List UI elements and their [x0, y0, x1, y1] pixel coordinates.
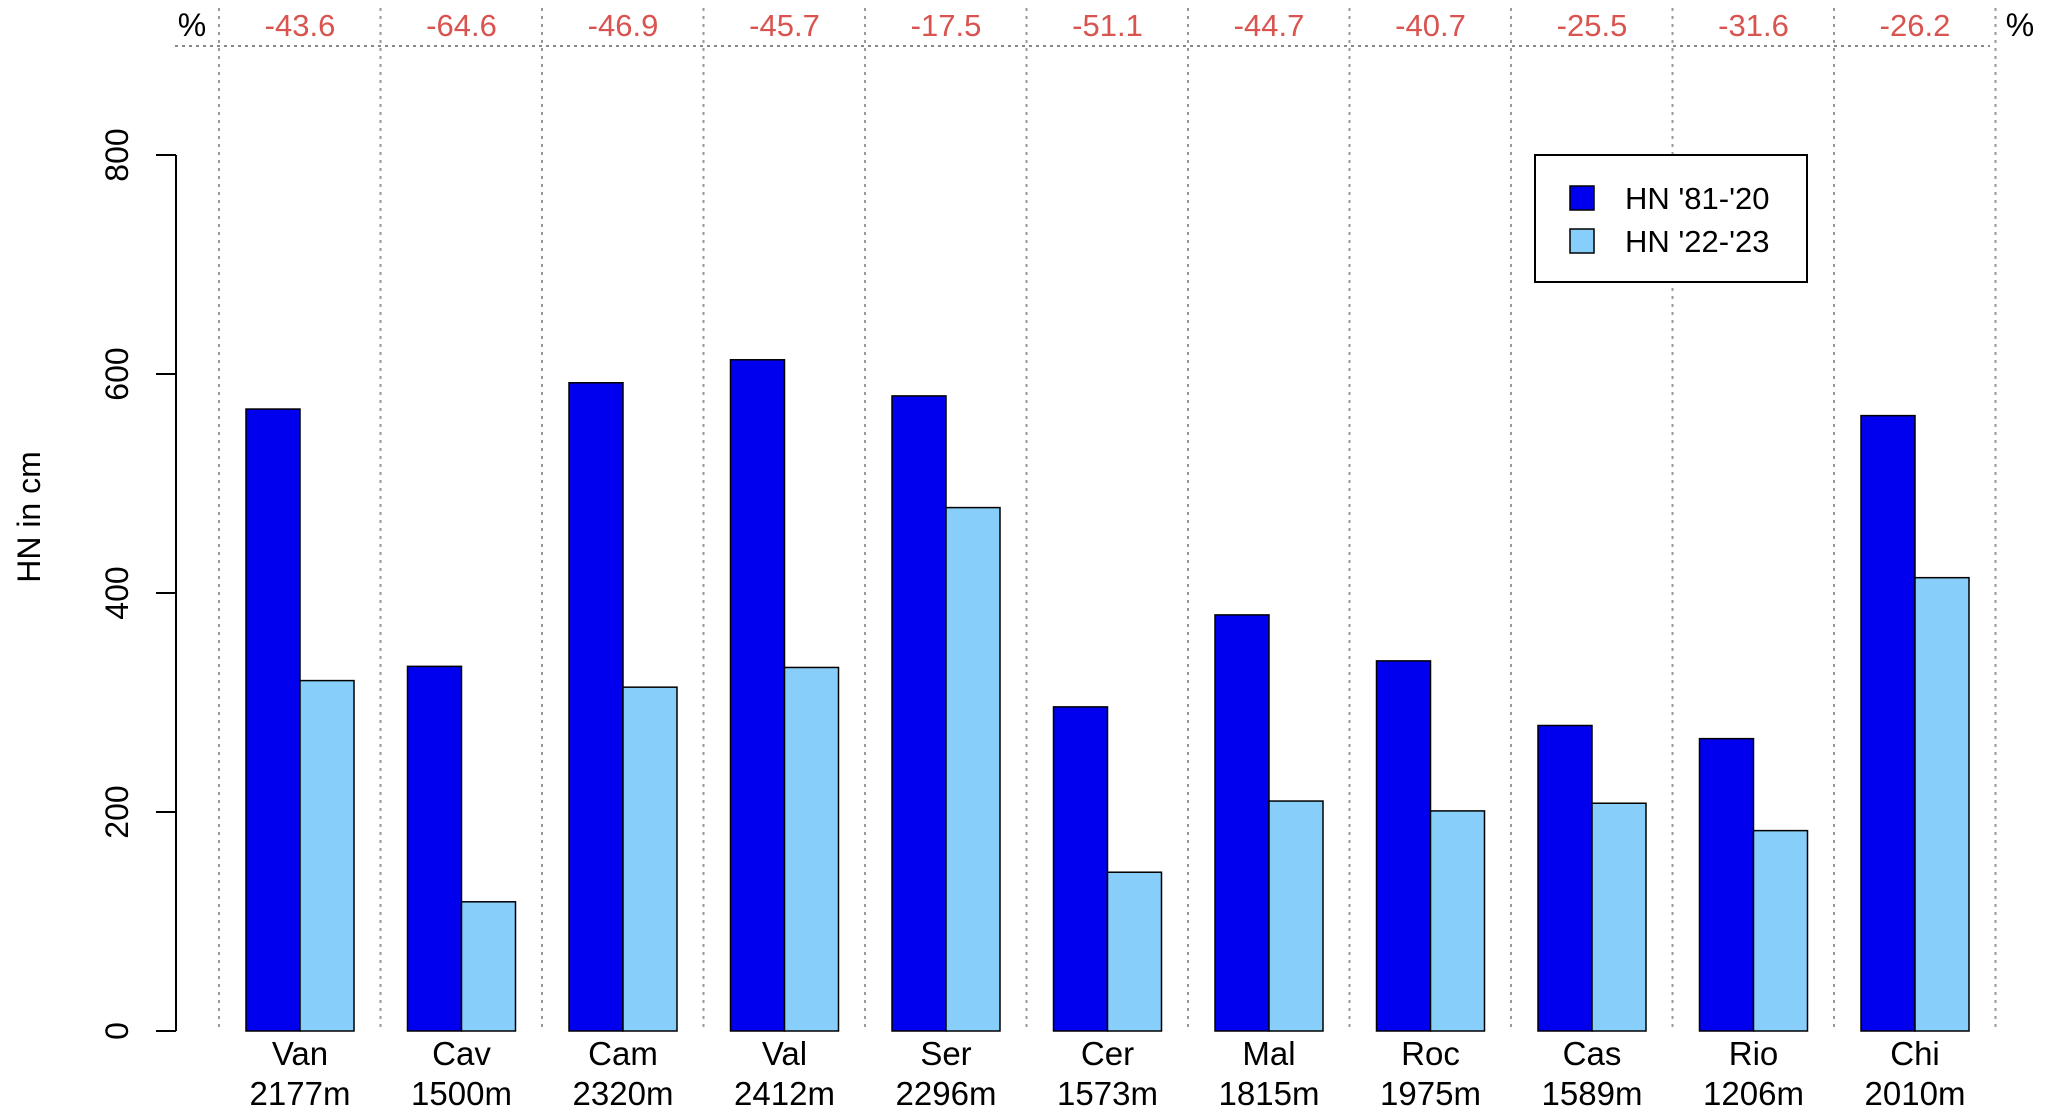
- bar-series-1: [891, 395, 947, 1032]
- bar-series-1: [729, 359, 786, 1032]
- x-elevation-label: 2010m: [1865, 1075, 1966, 1111]
- bar-series-2: [783, 666, 840, 1032]
- x-tick-label: Chi: [1890, 1035, 1940, 1072]
- x-elevation-label: 1573m: [1057, 1075, 1158, 1111]
- x-elevation-label: 2412m: [734, 1075, 835, 1111]
- bar-series-2: [299, 679, 355, 1032]
- x-elevation-label: 1589m: [1542, 1075, 1643, 1111]
- percent-change-label: -64.6: [426, 8, 497, 43]
- bar-series-2: [1106, 871, 1163, 1032]
- x-tick-label: Rio: [1729, 1035, 1779, 1072]
- bars: [245, 359, 1970, 1032]
- legend-swatch-1: [1569, 185, 1595, 211]
- bar-series-1: [1698, 737, 1755, 1032]
- bar-series-1: [245, 408, 301, 1032]
- legend-label-1: HN '81-'20: [1625, 181, 1770, 216]
- percent-change-label: -31.6: [1718, 8, 1789, 43]
- percent-label-left: %: [178, 7, 206, 43]
- bar-series-2: [460, 901, 517, 1032]
- legend-box: [1534, 154, 1808, 283]
- bar-series-2: [1914, 576, 1970, 1032]
- percent-change-label: -44.7: [1234, 8, 1305, 43]
- x-tick-label: Val: [762, 1035, 807, 1072]
- percent-change-label: -40.7: [1395, 8, 1466, 43]
- percent-label-right: %: [2006, 7, 2034, 43]
- bar-series-1: [568, 382, 624, 1032]
- bar-series-1: [1537, 724, 1593, 1032]
- x-elevation-label: 1975m: [1380, 1075, 1481, 1111]
- bar-series-2: [1268, 800, 1324, 1032]
- bar-series-1: [406, 665, 463, 1032]
- bar-series-1: [1375, 660, 1432, 1032]
- x-elevation-label: 2296m: [896, 1075, 997, 1111]
- percent-change-label: -17.5: [911, 8, 982, 43]
- x-elevation-label: 1206m: [1703, 1075, 1804, 1111]
- bar-series-2: [1591, 802, 1647, 1032]
- x-tick-label: Roc: [1401, 1035, 1460, 1072]
- y-axis: HN in cm 0 200 400 600 800: [11, 128, 177, 1040]
- y-axis-label: HN in cm: [11, 451, 47, 583]
- x-tick-label: Van: [272, 1035, 328, 1072]
- percent-change-label: -45.7: [749, 8, 820, 43]
- y-tick-label: 600: [99, 347, 135, 400]
- bar-series-2: [1752, 829, 1809, 1032]
- legend: HN '81-'20 HN '22-'23: [1534, 154, 1808, 283]
- x-elevation-label: 1500m: [411, 1075, 512, 1111]
- percent-change-label: -51.1: [1072, 8, 1143, 43]
- bar-series-2: [1429, 810, 1486, 1032]
- bar-series-1: [1860, 414, 1916, 1032]
- bar-series-1: [1052, 706, 1109, 1032]
- x-elevation-label: 1815m: [1219, 1075, 1320, 1111]
- x-tick-label: Cam: [588, 1035, 658, 1072]
- bar-series-2: [945, 506, 1001, 1032]
- percent-change-label: -46.9: [588, 8, 659, 43]
- x-tick-label: Cav: [432, 1035, 491, 1072]
- y-tick-label: 800: [99, 128, 135, 181]
- percent-change-label: -43.6: [265, 8, 336, 43]
- y-tick-label: 400: [99, 566, 135, 619]
- legend-label-2: HN '22-'23: [1625, 224, 1770, 259]
- bar-series-1: [1214, 614, 1270, 1032]
- y-tick-label: 0: [99, 1022, 135, 1040]
- x-tick-label: Cer: [1081, 1035, 1134, 1072]
- x-elevation-label: 2320m: [573, 1075, 674, 1111]
- x-elevation-label: 2177m: [250, 1075, 351, 1111]
- bar-series-2: [622, 686, 678, 1032]
- percent-changes: -43.6 -64.6 -46.9 -45.7 -17.5 -51.1 -44.7 -40.7…: [265, 8, 1951, 43]
- x-tick-label: Ser: [920, 1035, 971, 1072]
- legend-swatch-2: [1569, 228, 1595, 254]
- percent-change-label: -26.2: [1880, 8, 1951, 43]
- x-tick-label: Mal: [1242, 1035, 1295, 1072]
- y-tick-label: 200: [99, 785, 135, 838]
- x-tick-label: Cas: [1563, 1035, 1622, 1072]
- percent-change-label: -25.5: [1557, 8, 1628, 43]
